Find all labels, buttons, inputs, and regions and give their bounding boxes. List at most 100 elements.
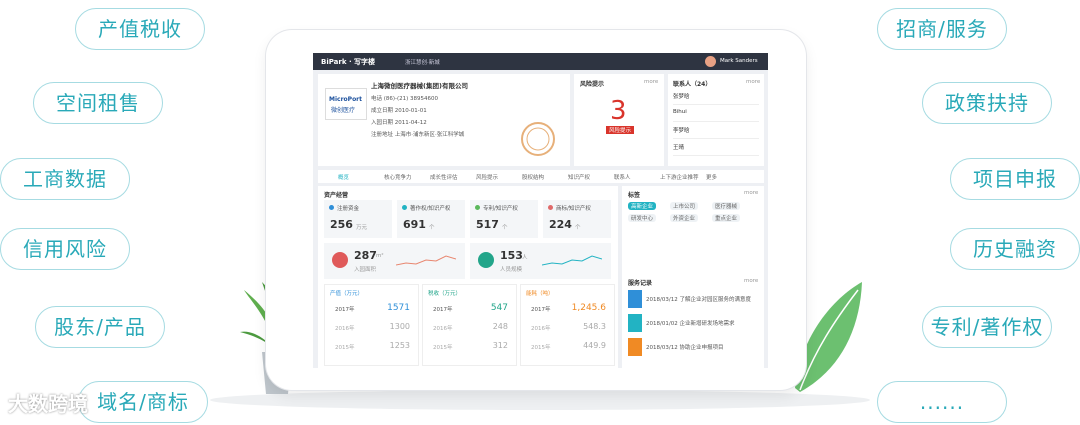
app-screen: BiPark · 写字楼 浙江慧创·新城 Mark Sanders MicroP…: [313, 53, 768, 368]
row-value: 1300: [389, 322, 410, 331]
risk-title: 风险提示: [580, 81, 605, 88]
sparkline: [396, 255, 456, 266]
tag[interactable]: 重点企业: [712, 214, 741, 222]
row-year: 2015年: [433, 345, 453, 351]
tab[interactable]: 上下游企业推荐: [660, 175, 699, 181]
divider: [673, 121, 759, 122]
metric-value: 153: [500, 249, 523, 262]
tab[interactable]: 知识产权: [568, 175, 591, 181]
contacts-title: 联系人（24）: [673, 81, 712, 88]
feature-tag[interactable]: 域名/商标: [78, 381, 208, 423]
feature-tag[interactable]: 工商数据: [0, 158, 130, 200]
feature-tag[interactable]: 招商/服务: [877, 8, 1007, 50]
feature-tag[interactable]: 项目申报: [950, 158, 1080, 200]
row-value: 312: [492, 341, 508, 350]
avatar: [705, 56, 716, 67]
metric-icon: [478, 252, 494, 268]
field: 成立日期 2010-01-01: [371, 108, 427, 114]
feature-tag[interactable]: 信用风险: [0, 228, 130, 270]
feature-tag[interactable]: 政策扶持: [922, 82, 1052, 124]
service-item[interactable]: 2018/03/12 了解企业对园区服务的满意度: [646, 297, 751, 303]
feature-tag[interactable]: 空间租售: [33, 82, 163, 124]
more[interactable]: more: [744, 278, 759, 284]
stat-card: 商标/知识产权 224 个: [543, 200, 611, 238]
contact[interactable]: 李梦晗: [673, 128, 690, 134]
contact[interactable]: 张梦晗: [673, 94, 690, 100]
stat-icon: [548, 205, 553, 210]
stat-value: 256: [330, 218, 353, 231]
stat-icon: [475, 205, 480, 210]
tab[interactable]: 风险提示: [476, 175, 499, 181]
tag[interactable]: 研发中心: [628, 214, 657, 222]
service-badge: [628, 290, 642, 308]
tag[interactable]: 上市公司: [670, 202, 699, 210]
contact[interactable]: 王晴: [673, 145, 685, 151]
location[interactable]: 浙江慧创·新城: [405, 60, 440, 66]
row-year: 2016年: [433, 326, 453, 332]
feature-tag[interactable]: 历史融资: [950, 228, 1080, 270]
row-value: 449.9: [583, 341, 606, 350]
feature-tag[interactable]: ......: [877, 381, 1007, 423]
metric-card: 287 m² 入园面积: [324, 243, 465, 279]
row-year: 2017年: [433, 307, 453, 313]
row-year: 2015年: [531, 345, 551, 351]
table-title: 税收（万元）: [428, 291, 462, 297]
brand[interactable]: BiPark · 写字楼: [321, 58, 376, 66]
row-value: 1571: [387, 303, 410, 313]
leaf: [795, 282, 862, 392]
tab[interactable]: 联系人: [614, 175, 631, 181]
stat-label: 注册资金: [337, 206, 360, 212]
top-bar: BiPark · 写字楼 浙江慧创·新城 Mark Sanders: [313, 53, 768, 70]
metric-label: 人员规模: [500, 267, 523, 273]
contact[interactable]: Bihui: [673, 109, 687, 115]
risk-count: 3: [610, 96, 627, 126]
tab[interactable]: 概览: [338, 175, 350, 181]
stat-value: 517: [476, 218, 499, 231]
logo: MicroPort 微创医疗: [325, 88, 367, 120]
stat-value: 691: [403, 218, 426, 231]
row-value: 248: [492, 322, 508, 331]
more[interactable]: more: [744, 190, 759, 196]
stat-card: 专利/知识产权 517 个: [470, 200, 538, 238]
row-value: 548.3: [583, 322, 606, 331]
row-value: 547: [490, 303, 508, 313]
table-title: 能耗（吨）: [526, 291, 554, 297]
stat-label: 专利/知识产权: [483, 206, 518, 212]
feature-tag[interactable]: 产值税收: [75, 8, 205, 50]
user-name[interactable]: Mark Sanders: [720, 58, 758, 64]
stat-unit: 个: [502, 225, 508, 231]
row-year: 2016年: [531, 326, 551, 332]
logo-text: MicroPort: [329, 96, 363, 103]
side-panel: 标签 more 高新企业 上市公司 医疗器械 研发中心 外资企业 重点企业 服务记录 mo…: [622, 186, 764, 368]
feature-tag[interactable]: 专利/著作权: [922, 306, 1052, 348]
stat-icon: [402, 205, 407, 210]
row-year: 2015年: [335, 345, 355, 351]
metric-unit: 人: [522, 255, 528, 261]
risk-level: 风险提示: [606, 126, 635, 134]
more[interactable]: more: [746, 79, 761, 85]
field: 电话 (86)-(21) 38954600: [371, 96, 439, 102]
field: 入园日期 2011-04-12: [371, 120, 427, 126]
row-year: 2016年: [335, 326, 355, 332]
more[interactable]: more: [644, 79, 659, 85]
tag[interactable]: 高新企业: [628, 202, 657, 210]
tab[interactable]: 股权结构: [522, 175, 545, 181]
stat-unit: 个: [429, 225, 435, 231]
tab[interactable]: 成长性评估: [430, 175, 458, 181]
labels-title: 标签: [628, 192, 641, 199]
divider: [673, 104, 759, 105]
tab[interactable]: 核心竞争力: [384, 175, 412, 181]
service-item[interactable]: 2018/01/02 企业新增研发场地需求: [646, 321, 735, 327]
tag[interactable]: 医疗器械: [712, 202, 741, 210]
contacts-card: 联系人（24） more 张梦晗 Bihui 李梦晗王晴: [668, 74, 764, 166]
stat-card: 著作权/知识产权 691 个: [397, 200, 465, 238]
feature-tag[interactable]: 股东/产品: [35, 306, 165, 348]
tab[interactable]: 更多: [706, 175, 718, 181]
stat-value: 224: [549, 218, 572, 231]
tag[interactable]: 外资企业: [670, 214, 699, 222]
table-card: 能耗（吨） 2017年 1,245.6 2016年 548.3 2015年 449.9: [520, 284, 615, 366]
assets-panel: 资产经营 注册资金 256 万元 著作权/知识产权 691 个专利/知识产权 517 个商标/…: [318, 186, 618, 368]
metric-icon: [332, 252, 348, 268]
service-item[interactable]: 2018/03/12 协助企业申报项目: [646, 345, 724, 351]
